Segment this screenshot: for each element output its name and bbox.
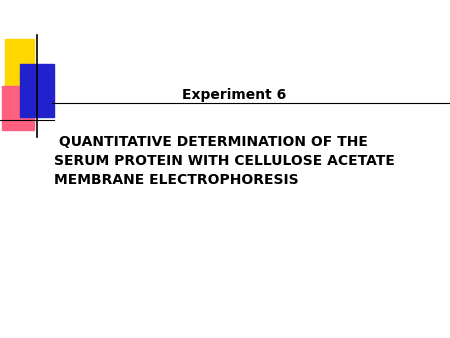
Text: Experiment 6: Experiment 6 xyxy=(182,88,286,102)
Bar xyxy=(20,64,54,117)
Text: QUANTITATIVE DETERMINATION OF THE
SERUM PROTEIN WITH CELLULOSE ACETATE
MEMBRANE : QUANTITATIVE DETERMINATION OF THE SERUM … xyxy=(54,135,395,187)
Bar xyxy=(4,39,34,91)
Bar xyxy=(2,86,34,130)
